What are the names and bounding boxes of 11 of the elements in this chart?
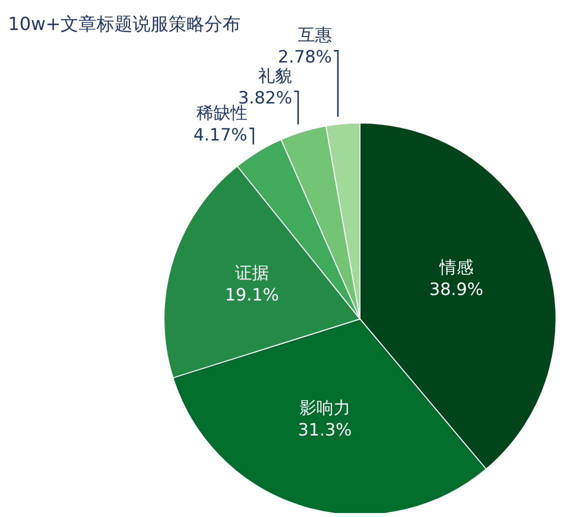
data-label: 31.3% bbox=[298, 420, 352, 440]
data-label: 2.78% bbox=[278, 48, 332, 68]
slice-label: 证据 bbox=[234, 264, 269, 284]
data-label: 4.17% bbox=[193, 125, 248, 146]
chart-title: 10w+文章标题说服策略分布 bbox=[8, 13, 241, 36]
slice-label: 影响力 bbox=[299, 398, 350, 418]
data-label: 19.1% bbox=[224, 286, 279, 306]
data-label: 38.9% bbox=[429, 280, 484, 300]
slice-label: 互惠 bbox=[298, 26, 332, 46]
slice-label: 礼貌 bbox=[258, 66, 292, 86]
slice-label: 情感 bbox=[438, 258, 474, 278]
